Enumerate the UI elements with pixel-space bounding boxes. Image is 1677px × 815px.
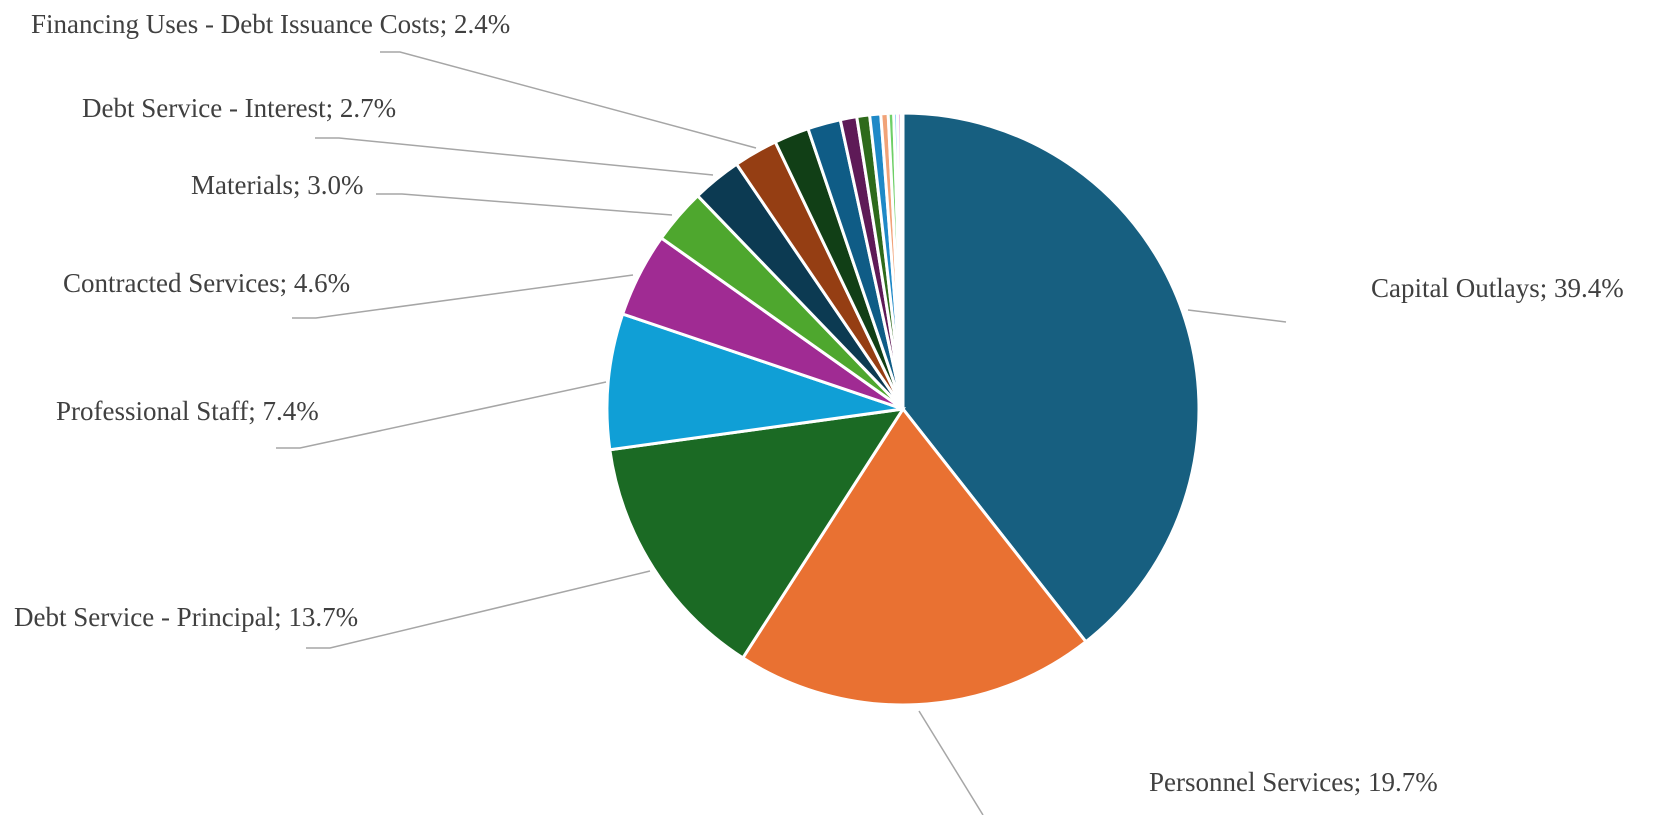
data-label: Capital Outlays; 39.4% — [1371, 273, 1624, 303]
pie-slice-debt-service-principal — [608, 407, 907, 660]
leader-line — [380, 51, 757, 149]
pie-slice-17 — [899, 111, 905, 410]
leader-line — [376, 193, 673, 216]
data-label: Personnel Services; 19.7% — [1149, 767, 1438, 797]
data-label: Materials; 3.0% — [191, 170, 363, 200]
leader-lines — [276, 51, 1287, 815]
pie-slice-personnel-services — [740, 406, 1088, 707]
leader-line — [1187, 309, 1287, 323]
data-label: Financing Uses - Debt Issuance Costs; 2.… — [31, 9, 510, 39]
pie-slice-professional-staff — [605, 312, 904, 452]
data-labels: Capital Outlays; 39.4% Personnel Services… — [14, 9, 1624, 797]
leader-line — [306, 570, 651, 649]
data-label: Contracted Services; 4.6% — [63, 268, 350, 298]
leader-line — [276, 381, 607, 449]
pie-slices — [605, 111, 1201, 707]
data-label: Debt Service - Interest; 2.7% — [82, 93, 396, 123]
leader-line — [315, 137, 714, 176]
leader-line — [918, 710, 984, 815]
data-label: Debt Service - Principal; 13.7% — [14, 602, 358, 632]
leader-line — [292, 274, 634, 319]
pie-slice-capital-outlays — [901, 111, 1201, 644]
data-label: Professional Staff; 7.4% — [56, 396, 319, 426]
